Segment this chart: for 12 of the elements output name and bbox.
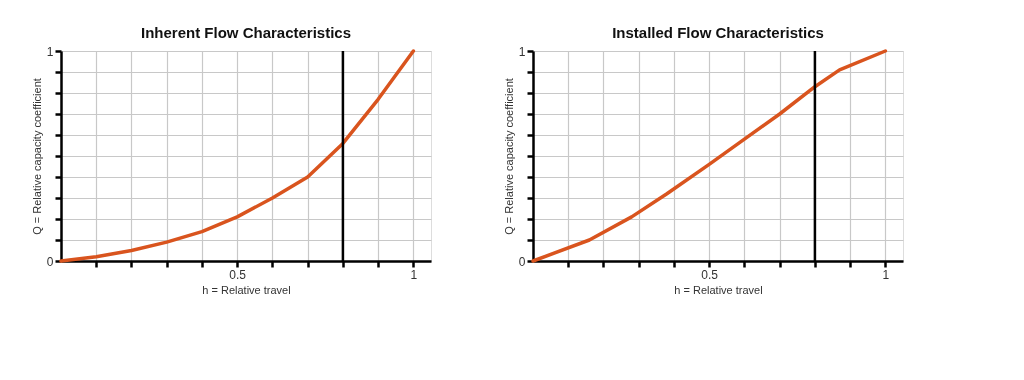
x-tick-label: 1: [410, 267, 418, 282]
y-axis-title: Q = Relative capacity coefficient: [30, 78, 43, 235]
y-axis-title: Q = Relative capacity coefficient: [502, 78, 515, 235]
chart-title: Inherent Flow Characteristics: [140, 24, 352, 41]
x-tick-label: 0.5: [229, 267, 247, 282]
y-tick-label: 0: [46, 254, 54, 269]
y-tick-label: 0: [518, 254, 526, 269]
x-tick-label: 1: [882, 267, 890, 282]
x-axis-title: h = Relative travel: [202, 283, 291, 296]
chart-title: Installed Flow Characteristics: [612, 24, 824, 41]
x-axis-title: h = Relative travel: [674, 283, 763, 296]
x-tick-label: 0.5: [701, 267, 719, 282]
